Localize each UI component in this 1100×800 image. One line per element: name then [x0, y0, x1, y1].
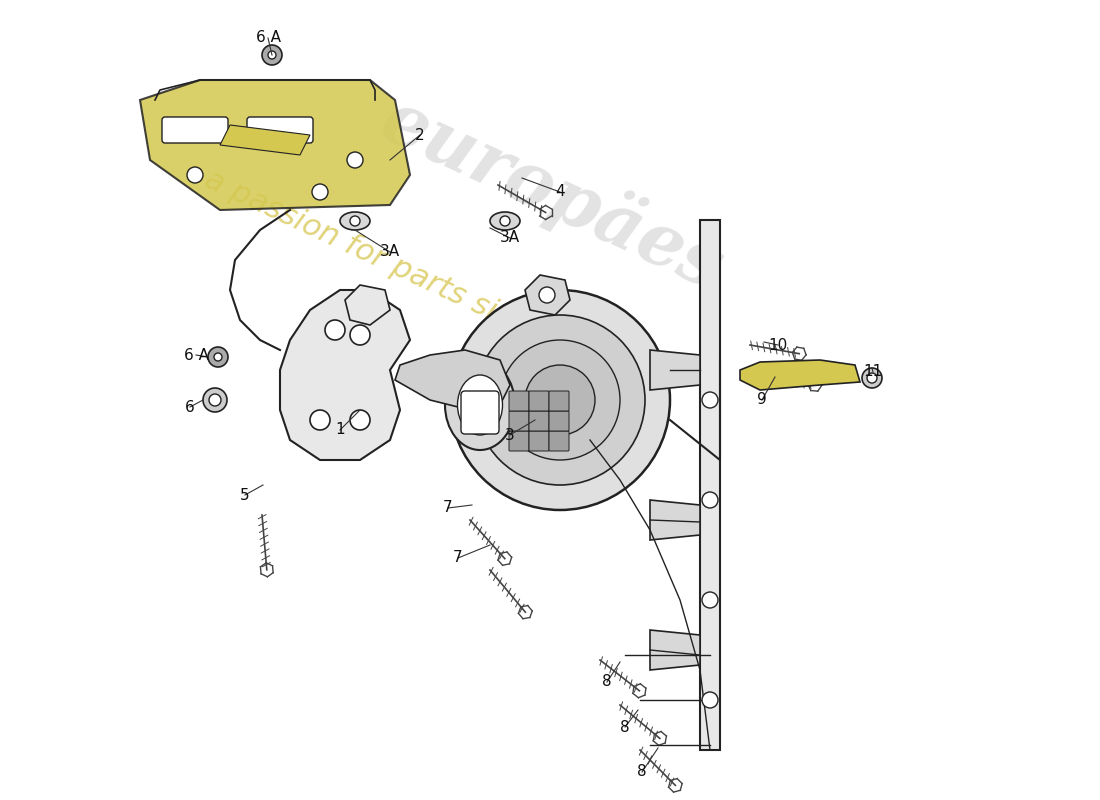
Circle shape — [209, 394, 221, 406]
Text: 9: 9 — [757, 393, 767, 407]
Ellipse shape — [458, 375, 503, 435]
Circle shape — [702, 492, 718, 508]
Circle shape — [204, 388, 227, 412]
FancyBboxPatch shape — [509, 391, 529, 411]
Circle shape — [862, 368, 882, 388]
Text: 4: 4 — [556, 185, 564, 199]
Circle shape — [350, 410, 370, 430]
Text: 10: 10 — [769, 338, 788, 353]
Polygon shape — [650, 630, 700, 670]
Circle shape — [268, 51, 276, 59]
Text: 6 A: 6 A — [255, 30, 280, 46]
Polygon shape — [220, 125, 310, 155]
Polygon shape — [650, 500, 700, 540]
FancyBboxPatch shape — [529, 391, 549, 411]
Text: 7: 7 — [453, 550, 463, 566]
Text: 6 A: 6 A — [184, 347, 209, 362]
Text: 8: 8 — [637, 765, 647, 779]
Ellipse shape — [490, 212, 520, 230]
Circle shape — [324, 320, 345, 340]
Polygon shape — [395, 350, 510, 410]
FancyBboxPatch shape — [549, 391, 569, 411]
FancyBboxPatch shape — [162, 117, 228, 143]
FancyBboxPatch shape — [549, 431, 569, 451]
Circle shape — [214, 353, 222, 361]
FancyBboxPatch shape — [529, 411, 549, 431]
Text: 3A: 3A — [499, 230, 520, 246]
FancyBboxPatch shape — [509, 431, 529, 451]
Circle shape — [346, 152, 363, 168]
Polygon shape — [650, 350, 700, 390]
Text: 7: 7 — [443, 501, 453, 515]
Circle shape — [208, 347, 228, 367]
Circle shape — [450, 290, 670, 510]
Circle shape — [702, 592, 718, 608]
Text: europäes: europäes — [370, 84, 735, 305]
Text: 8: 8 — [602, 674, 612, 690]
Circle shape — [262, 45, 282, 65]
Text: 5: 5 — [240, 487, 250, 502]
Polygon shape — [700, 220, 720, 750]
Polygon shape — [345, 285, 390, 325]
Circle shape — [187, 167, 204, 183]
Circle shape — [350, 325, 370, 345]
Polygon shape — [740, 360, 860, 390]
Text: 3A: 3A — [379, 245, 400, 259]
Circle shape — [350, 216, 360, 226]
Circle shape — [500, 340, 620, 460]
FancyBboxPatch shape — [509, 411, 529, 431]
Polygon shape — [280, 290, 410, 460]
Text: 3: 3 — [505, 427, 515, 442]
Ellipse shape — [340, 212, 370, 230]
Text: 2: 2 — [415, 127, 425, 142]
Circle shape — [475, 315, 645, 485]
Circle shape — [702, 692, 718, 708]
FancyBboxPatch shape — [248, 117, 314, 143]
Circle shape — [702, 392, 718, 408]
FancyBboxPatch shape — [461, 391, 499, 434]
Circle shape — [525, 365, 595, 435]
Ellipse shape — [446, 360, 515, 450]
Text: 11: 11 — [864, 365, 882, 379]
Circle shape — [310, 410, 330, 430]
Circle shape — [500, 216, 510, 226]
Polygon shape — [140, 80, 410, 210]
Text: a passion for parts since 1985: a passion for parts since 1985 — [200, 165, 630, 386]
Circle shape — [867, 373, 877, 383]
Text: 8: 8 — [620, 719, 630, 734]
Text: 6: 6 — [185, 399, 195, 414]
FancyBboxPatch shape — [529, 431, 549, 451]
Circle shape — [539, 287, 556, 303]
FancyBboxPatch shape — [549, 411, 569, 431]
Polygon shape — [525, 275, 570, 315]
Circle shape — [312, 184, 328, 200]
Text: 1: 1 — [336, 422, 344, 438]
